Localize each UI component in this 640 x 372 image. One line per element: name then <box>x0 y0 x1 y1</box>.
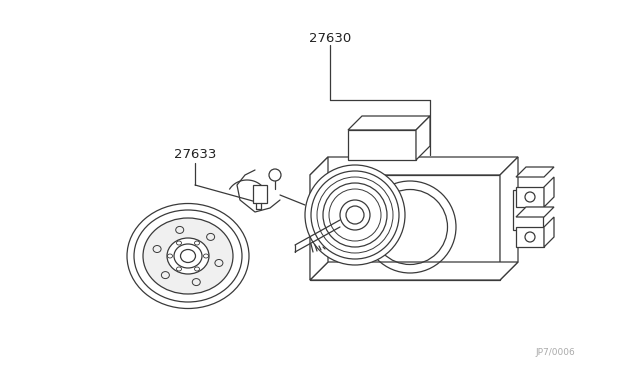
Polygon shape <box>500 157 518 280</box>
Polygon shape <box>310 157 328 280</box>
Polygon shape <box>310 157 518 175</box>
Ellipse shape <box>167 238 209 274</box>
Polygon shape <box>516 167 554 177</box>
Polygon shape <box>516 207 554 217</box>
Polygon shape <box>310 262 518 280</box>
Text: JP7/0006: JP7/0006 <box>535 348 575 357</box>
Text: 27633: 27633 <box>174 148 216 161</box>
Polygon shape <box>544 177 554 207</box>
Ellipse shape <box>340 200 370 230</box>
Polygon shape <box>513 190 543 230</box>
Polygon shape <box>348 116 430 130</box>
Ellipse shape <box>127 203 249 308</box>
Polygon shape <box>416 116 430 160</box>
Polygon shape <box>348 130 416 160</box>
Polygon shape <box>253 185 267 203</box>
Text: 27630: 27630 <box>309 32 351 45</box>
Polygon shape <box>516 227 544 247</box>
Ellipse shape <box>174 244 202 268</box>
Ellipse shape <box>143 218 233 294</box>
Circle shape <box>269 169 281 181</box>
Polygon shape <box>516 187 544 207</box>
Ellipse shape <box>305 165 405 265</box>
Polygon shape <box>310 175 500 280</box>
Polygon shape <box>544 217 554 247</box>
